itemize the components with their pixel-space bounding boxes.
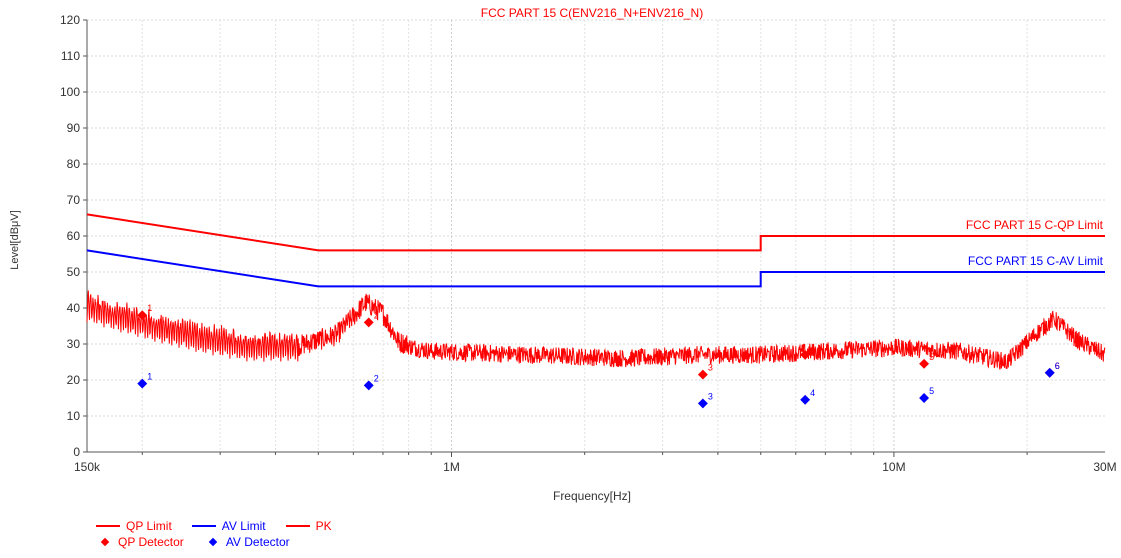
legend-item: AV Detector: [204, 535, 290, 549]
detector-marker: [800, 349, 811, 360]
y-axis-label: Level[dBμV]: [9, 210, 21, 270]
detector-marker-label: 5: [929, 352, 934, 362]
limit-label: FCC PART 15 C-QP Limit: [966, 218, 1104, 232]
y-tick-label: 90: [67, 121, 81, 135]
legend-label: AV Limit: [221, 519, 266, 533]
y-tick-label: 70: [67, 193, 81, 207]
legend-row: QP Detector AV Detector: [96, 534, 352, 550]
detector-marker-label: 5: [929, 386, 934, 396]
pk-trace: [86, 290, 1106, 370]
legend-item: PK: [285, 519, 332, 533]
x-tick-label: 30M: [1093, 460, 1116, 474]
y-tick-label: 110: [61, 49, 80, 63]
legend-label: QP Limit: [126, 519, 172, 533]
limit-line: [86, 213, 1105, 252]
x-axis-label: Frequency[Hz]: [553, 489, 631, 503]
x-tick-label: 10M: [882, 460, 905, 474]
detector-marker-label: 6: [1055, 361, 1060, 371]
y-tick-label: 20: [67, 373, 81, 387]
y-tick-label: 40: [67, 301, 81, 315]
legend-line-swatch: [285, 525, 310, 527]
y-tick-label: 80: [67, 157, 81, 171]
detector-marker: [363, 380, 374, 391]
legend-item: AV Limit: [191, 519, 266, 533]
series-layer: FCC PART 15 C-QP Limit FCC PART 15 C-AV L…: [86, 213, 1106, 370]
detector-marker-label: 3: [708, 363, 713, 373]
detector-marker: [1044, 367, 1055, 378]
detector-marker-label: 2: [374, 373, 379, 383]
legend-item: QP Limit: [96, 519, 172, 533]
detector-marker: [800, 394, 811, 405]
legend: QP Limit AV Limit PK QP Detector AV Detecto…: [96, 518, 352, 550]
detector-marker-label: 1: [147, 372, 152, 382]
y-tick-label: 0: [73, 445, 80, 459]
legend-item: QP Detector: [96, 535, 184, 549]
y-tick-label: 50: [67, 265, 81, 279]
detector-marker: [919, 393, 930, 403]
detector-marker: [697, 369, 708, 380]
detector-marker-label: 3: [708, 391, 713, 401]
legend-label: QP Detector: [118, 535, 184, 549]
detector-marker-label: 1: [147, 303, 152, 313]
x-tick-label: 1M: [443, 460, 460, 474]
detector-marker: [137, 378, 148, 389]
legend-diamond-icon: [100, 537, 110, 547]
detector-marker: [697, 398, 708, 409]
y-tick-label: 120: [60, 13, 80, 27]
x-tick-label: 150k: [74, 460, 101, 474]
y-tick-label: 30: [67, 337, 81, 351]
detector-marker-label: 4: [810, 388, 815, 398]
detector-marker-label: 6: [1055, 361, 1060, 371]
detector-marker-label: 4: [810, 343, 815, 353]
axes: 0 10 20 30 40 50 60 70 80 90 100 110 120 150k 1M 10M 30M: [60, 13, 1117, 474]
limit-label: FCC PART 15 C-AV Limit: [968, 254, 1104, 268]
y-tick-label: 60: [67, 229, 81, 243]
legend-label: PK: [315, 519, 332, 533]
detector-marker: [137, 310, 148, 321]
detector-marker: [363, 317, 374, 328]
legend-label: AV Detector: [225, 535, 290, 549]
detector-marker: [919, 358, 930, 369]
y-tick-label: 100: [60, 85, 80, 99]
legend-row: QP Limit AV Limit PK: [96, 518, 352, 534]
y-tick-label: 10: [67, 409, 81, 423]
detector-marker-label: 2: [374, 310, 379, 320]
legend-line-swatch: [96, 525, 120, 527]
legend-diamond-icon: [208, 537, 218, 547]
limit-line: [86, 249, 1105, 288]
chart-canvas: FCC PART 15 C(ENV216_N+ENV216_N) Level[d…: [9, 6, 1117, 503]
legend-line-swatch: [191, 525, 216, 527]
chart-title: FCC PART 15 C(ENV216_N+ENV216_N): [481, 6, 703, 20]
